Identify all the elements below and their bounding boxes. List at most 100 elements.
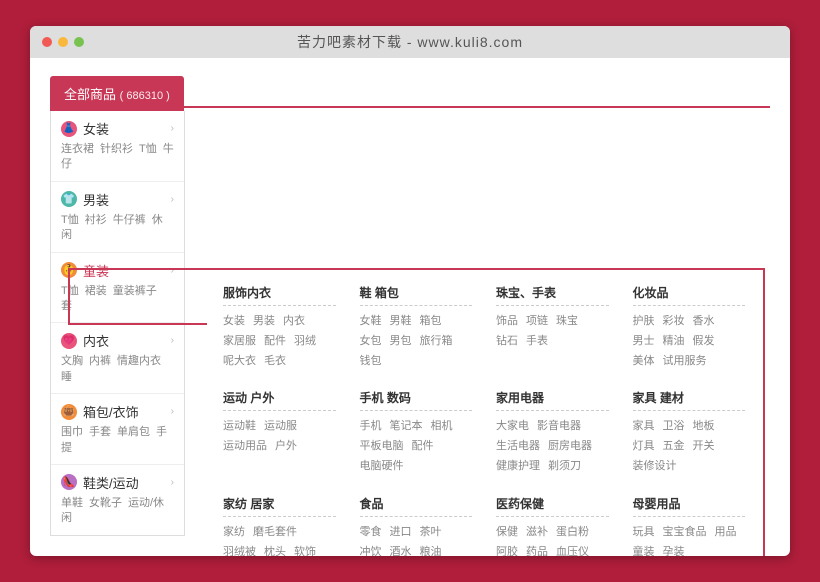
tag-link[interactable]: 手套 bbox=[89, 426, 111, 438]
flyout-link[interactable]: 女包 bbox=[360, 335, 382, 347]
flyout-link[interactable]: 孕装 bbox=[663, 546, 685, 556]
flyout-link[interactable]: 开关 bbox=[693, 440, 715, 452]
tag-link[interactable]: 连衣裙 bbox=[61, 143, 94, 155]
tag-link[interactable]: 单肩包 bbox=[117, 426, 150, 438]
tag-link[interactable]: 文胸 bbox=[61, 355, 83, 367]
flyout-link[interactable]: 生活电器 bbox=[496, 440, 540, 452]
flyout-link[interactable]: 箱包 bbox=[420, 315, 442, 327]
flyout-link[interactable]: 精油 bbox=[663, 335, 685, 347]
flyout-link[interactable]: 相机 bbox=[431, 420, 453, 432]
flyout-link[interactable]: 保健 bbox=[496, 526, 518, 538]
flyout-link[interactable]: 呢大衣 bbox=[223, 355, 256, 367]
flyout-link[interactable]: 配件 bbox=[264, 335, 286, 347]
flyout-link[interactable]: 枕头 bbox=[264, 546, 286, 556]
sidebar-item-underwear[interactable]: 💗内衣›文胸内裤情趣内衣睡 bbox=[51, 323, 184, 394]
flyout-link[interactable]: 男装 bbox=[253, 315, 275, 327]
tag-link[interactable]: 围巾 bbox=[61, 426, 83, 438]
flyout-link[interactable]: 试用服务 bbox=[663, 355, 707, 367]
flyout-link[interactable]: 零食 bbox=[360, 526, 382, 538]
tag-link[interactable]: 女靴子 bbox=[89, 497, 122, 509]
tag-link[interactable]: T恤 bbox=[61, 285, 79, 297]
minimize-icon[interactable] bbox=[58, 37, 68, 47]
flyout-link[interactable]: 羽绒 bbox=[294, 335, 316, 347]
tag-link[interactable]: 针织衫 bbox=[100, 143, 133, 155]
flyout-link[interactable]: 毛衣 bbox=[264, 355, 286, 367]
maximize-icon[interactable] bbox=[74, 37, 84, 47]
flyout-link[interactable]: 配件 bbox=[412, 440, 434, 452]
flyout-link[interactable]: 彩妆 bbox=[663, 315, 685, 327]
flyout-link[interactable]: 饰品 bbox=[496, 315, 518, 327]
flyout-link[interactable]: 酒水 bbox=[390, 546, 412, 556]
flyout-link[interactable]: 平板电脑 bbox=[360, 440, 404, 452]
flyout-link[interactable]: 钱包 bbox=[360, 355, 382, 367]
tag-link[interactable]: 套 bbox=[61, 300, 72, 312]
flyout-link[interactable]: 冲饮 bbox=[360, 546, 382, 556]
flyout-link[interactable]: 男包 bbox=[390, 335, 412, 347]
tag-link[interactable]: 单鞋 bbox=[61, 497, 83, 509]
sidebar-item-men[interactable]: 👕男装›T恤衬衫牛仔裤休闲 bbox=[51, 182, 184, 253]
flyout-link[interactable]: 假发 bbox=[693, 335, 715, 347]
flyout-link[interactable]: 厨房电器 bbox=[548, 440, 592, 452]
flyout-link[interactable]: 粮油 bbox=[420, 546, 442, 556]
flyout-link[interactable]: 运动鞋 bbox=[223, 420, 256, 432]
flyout-link[interactable]: 卫浴 bbox=[663, 420, 685, 432]
flyout-link[interactable]: 内衣 bbox=[283, 315, 305, 327]
flyout-link[interactable]: 宝宝食品 bbox=[663, 526, 707, 538]
flyout-link[interactable]: 笔记本 bbox=[390, 420, 423, 432]
flyout-link[interactable]: 大家电 bbox=[496, 420, 529, 432]
sidebar-item-women[interactable]: 👗女装›连衣裙针织衫T恤牛仔 bbox=[51, 111, 184, 182]
flyout-link[interactable]: 茶叶 bbox=[420, 526, 442, 538]
flyout-link[interactable]: 女鞋 bbox=[360, 315, 382, 327]
tag-link[interactable]: 情趣内衣 bbox=[117, 355, 161, 367]
flyout-link[interactable]: 五金 bbox=[663, 440, 685, 452]
flyout-link[interactable]: 项链 bbox=[526, 315, 548, 327]
flyout-link[interactable]: 男鞋 bbox=[390, 315, 412, 327]
flyout-link[interactable]: 香水 bbox=[693, 315, 715, 327]
flyout-link[interactable]: 护肤 bbox=[633, 315, 655, 327]
flyout-link[interactable]: 软饰 bbox=[294, 546, 316, 556]
tag-link[interactable]: 裙装 bbox=[85, 285, 107, 297]
flyout-link[interactable]: 家居服 bbox=[223, 335, 256, 347]
flyout-link[interactable]: 户外 bbox=[275, 440, 297, 452]
flyout-link[interactable]: 剃须刀 bbox=[548, 460, 581, 472]
flyout-link[interactable]: 滋补 bbox=[526, 526, 548, 538]
flyout-link[interactable]: 童装 bbox=[633, 546, 655, 556]
flyout-link[interactable]: 家纺 bbox=[223, 526, 245, 538]
flyout-link[interactable]: 灯具 bbox=[633, 440, 655, 452]
flyout-link[interactable]: 健康护理 bbox=[496, 460, 540, 472]
close-icon[interactable] bbox=[42, 37, 52, 47]
tag-link[interactable]: 童装裤子 bbox=[113, 285, 157, 297]
flyout-link[interactable]: 玩具 bbox=[633, 526, 655, 538]
flyout-link[interactable]: 珠宝 bbox=[556, 315, 578, 327]
flyout-link[interactable]: 影音电器 bbox=[537, 420, 581, 432]
flyout-link[interactable]: 男士 bbox=[633, 335, 655, 347]
flyout-link[interactable]: 钻石 bbox=[496, 335, 518, 347]
tag-link[interactable]: 衬衫 bbox=[85, 214, 107, 226]
flyout-link[interactable]: 电脑硬件 bbox=[360, 460, 404, 472]
flyout-link[interactable]: 运动用品 bbox=[223, 440, 267, 452]
flyout-link[interactable]: 装修设计 bbox=[633, 460, 677, 472]
flyout-link[interactable]: 家具 bbox=[633, 420, 655, 432]
flyout-link[interactable]: 阿胶 bbox=[496, 546, 518, 556]
flyout-link[interactable]: 药品 bbox=[526, 546, 548, 556]
sidebar-item-shoes[interactable]: 👠鞋类/运动›单鞋女靴子运动/休闲 bbox=[51, 465, 184, 535]
flyout-link[interactable]: 进口 bbox=[390, 526, 412, 538]
flyout-link[interactable]: 蛋白粉 bbox=[556, 526, 589, 538]
sidebar-item-kids[interactable]: 👶童装›T恤裙装童装裤子套 bbox=[51, 253, 184, 324]
flyout-link[interactable]: 用品 bbox=[715, 526, 737, 538]
flyout-link[interactable]: 手表 bbox=[526, 335, 548, 347]
tag-link[interactable]: 睡 bbox=[61, 371, 72, 383]
flyout-link[interactable]: 地板 bbox=[693, 420, 715, 432]
flyout-link[interactable]: 旅行箱 bbox=[420, 335, 453, 347]
flyout-link[interactable]: 磨毛套件 bbox=[253, 526, 297, 538]
all-products-button[interactable]: 全部商品 ( 686310 ) bbox=[50, 76, 184, 111]
tag-link[interactable]: 内裤 bbox=[89, 355, 111, 367]
flyout-link[interactable]: 美体 bbox=[633, 355, 655, 367]
tag-link[interactable]: T恤 bbox=[61, 214, 79, 226]
tag-link[interactable]: 牛仔裤 bbox=[113, 214, 146, 226]
flyout-link[interactable]: 羽绒被 bbox=[223, 546, 256, 556]
sidebar-item-bags[interactable]: 👜箱包/衣饰›围巾手套单肩包手提 bbox=[51, 394, 184, 465]
flyout-link[interactable]: 女装 bbox=[223, 315, 245, 327]
flyout-link[interactable]: 手机 bbox=[360, 420, 382, 432]
tag-link[interactable]: T恤 bbox=[139, 143, 157, 155]
